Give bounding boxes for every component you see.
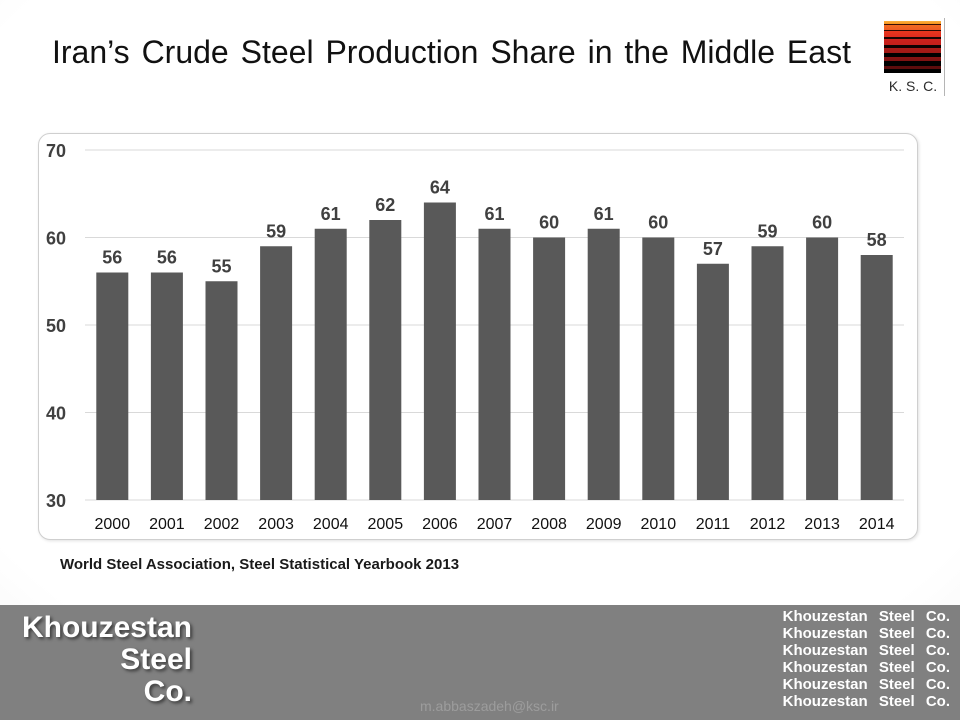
x-tick-label: 2012 bbox=[750, 516, 786, 533]
x-tick-label: 2008 bbox=[531, 516, 567, 533]
x-tick-label: 2000 bbox=[95, 516, 131, 533]
chart-panel: 70 60 50 40 30 56 2000 56 2001 55 2002 59 2003 61 2004… bbox=[38, 133, 918, 540]
x-tick-label: 2009 bbox=[586, 516, 622, 533]
x-tick-label: 2001 bbox=[149, 516, 185, 533]
bar bbox=[478, 228, 511, 500]
footer-company-name: Khouzestan Steel Co. bbox=[0, 612, 192, 708]
bar-value-label: 57 bbox=[703, 239, 723, 259]
x-tick-label: 2006 bbox=[422, 516, 458, 533]
footer-band: Khouzestan Steel Co. m.abbaszadeh@ksc.ir… bbox=[0, 605, 960, 720]
bar bbox=[150, 272, 183, 500]
bar bbox=[369, 220, 402, 500]
x-tick-label: 2014 bbox=[859, 516, 895, 533]
y-tick-label: 50 bbox=[46, 316, 66, 336]
bar-value-label: 60 bbox=[812, 213, 832, 233]
bar-value-label: 62 bbox=[375, 195, 395, 215]
bar-chart: 70 60 50 40 30 56 2000 56 2001 55 2002 59 2003 61 2004… bbox=[46, 141, 904, 533]
y-tick-label: 30 bbox=[46, 491, 66, 511]
footer-repeated-name-line: Khouzestan Steel Co. bbox=[782, 642, 950, 659]
x-tick-label: 2013 bbox=[804, 516, 840, 533]
bar-value-label: 56 bbox=[157, 248, 177, 268]
bar bbox=[587, 228, 620, 500]
bar bbox=[205, 281, 238, 500]
bar-value-label: 55 bbox=[211, 256, 231, 276]
bar-value-label: 61 bbox=[594, 204, 614, 224]
bar-value-label: 56 bbox=[102, 248, 122, 268]
x-tick-label: 2007 bbox=[477, 516, 513, 533]
footer-repeated-name: Khouzestan Steel Co. Khouzestan Steel Co… bbox=[783, 608, 950, 710]
bar-value-label: 60 bbox=[539, 213, 559, 233]
bar-value-label: 59 bbox=[266, 221, 286, 241]
bar bbox=[806, 237, 839, 500]
bar bbox=[260, 246, 293, 500]
bar bbox=[314, 228, 347, 500]
footer-company-name-line: Khouzestan bbox=[21, 611, 192, 644]
y-tick-label: 40 bbox=[46, 404, 66, 424]
x-tick-label: 2005 bbox=[368, 516, 404, 533]
source-note: World Steel Association, Steel Statistic… bbox=[60, 556, 460, 573]
ksc-logo-stripes bbox=[884, 21, 941, 73]
ksc-logo: K. S. C. bbox=[882, 18, 945, 96]
bar bbox=[696, 263, 729, 500]
footer-repeated-name-line: Khouzestan Steel Co. bbox=[782, 625, 950, 642]
x-tick-label: 2004 bbox=[313, 516, 349, 533]
footer-repeated-name-line: Khouzestan Steel Co. bbox=[782, 693, 950, 710]
footer-repeated-name-line: Khouzestan Steel Co. bbox=[782, 659, 950, 676]
x-tick-label: 2011 bbox=[696, 516, 731, 533]
bar bbox=[533, 237, 566, 500]
bar-value-label: 60 bbox=[648, 213, 668, 233]
x-tick-label: 2010 bbox=[641, 516, 677, 533]
bar bbox=[642, 237, 675, 500]
bar-value-label: 58 bbox=[867, 230, 887, 250]
footer-company-name-line: Steel bbox=[120, 643, 192, 676]
bar-value-label: 61 bbox=[321, 204, 341, 224]
bar bbox=[96, 272, 129, 500]
bar bbox=[860, 255, 893, 500]
slide-title: Iran’s Crude Steel Production Share in t… bbox=[52, 34, 851, 70]
bar-value-label: 61 bbox=[484, 204, 504, 224]
bar bbox=[423, 202, 456, 500]
bar-value-label: 64 bbox=[430, 178, 450, 198]
x-tick-label: 2002 bbox=[204, 516, 240, 533]
footer-repeated-name-line: Khouzestan Steel Co. bbox=[782, 608, 950, 625]
bar bbox=[751, 246, 784, 500]
footer-company-name-line: Co. bbox=[143, 675, 192, 708]
footer-email: m.abbaszadeh@ksc.ir bbox=[420, 698, 559, 714]
footer-repeated-name-line: Khouzestan Steel Co. bbox=[782, 676, 950, 693]
ksc-logo-text: K. S. C. bbox=[888, 78, 938, 94]
bar-value-label: 59 bbox=[757, 221, 777, 241]
y-tick-label: 70 bbox=[46, 141, 66, 161]
y-tick-label: 60 bbox=[46, 229, 66, 249]
x-tick-label: 2003 bbox=[258, 516, 294, 533]
